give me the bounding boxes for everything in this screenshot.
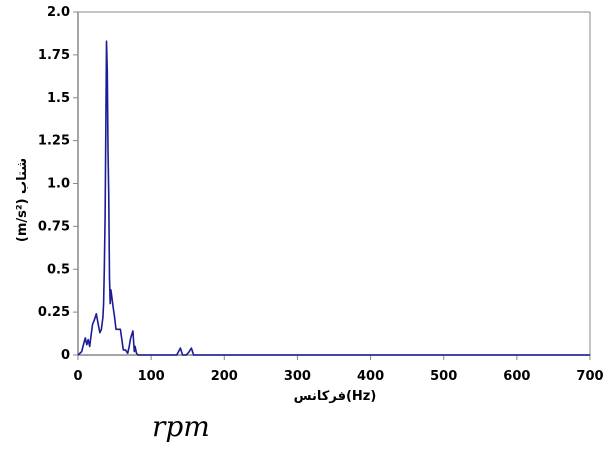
y-tick-label: 1.25 xyxy=(38,134,70,149)
y-tick-label: 1.0 xyxy=(47,177,70,192)
x-tick-label: 500 xyxy=(430,369,457,384)
x-tick-label: 400 xyxy=(357,369,384,384)
y-tick-label: 2.0 xyxy=(47,5,70,20)
series-group xyxy=(77,40,590,356)
y-tick-label: 0 xyxy=(61,348,70,363)
x-tick-label: 100 xyxy=(138,369,165,384)
y-axis-ticks: 0 0.25 0.5 0.75 1.0 1.25 1.5 1.75 2.0 xyxy=(38,5,78,363)
series-line xyxy=(77,40,590,356)
y-tick-label: 0.5 xyxy=(47,262,70,277)
x-tick-label: 300 xyxy=(284,369,311,384)
x-axis-label: فركانس(Hz) xyxy=(294,389,377,404)
y-tick-label: 0.75 xyxy=(38,219,70,234)
x-tick-label: 600 xyxy=(503,369,530,384)
x-tick-label: 200 xyxy=(211,369,238,384)
y-axis-label: (m/s²) شتاب xyxy=(15,158,30,242)
y-tick-label: 1.75 xyxy=(38,48,70,63)
x-axis-ticks: 0 100 200 300 400 500 600 700 xyxy=(73,355,604,384)
x-tick-label: 0 xyxy=(73,369,82,384)
y-tick-label: 0.25 xyxy=(38,305,70,320)
x-tick-label: 700 xyxy=(576,369,603,384)
y-tick-label: 1.5 xyxy=(47,91,70,106)
rpm-caption: rpm xyxy=(152,410,210,443)
